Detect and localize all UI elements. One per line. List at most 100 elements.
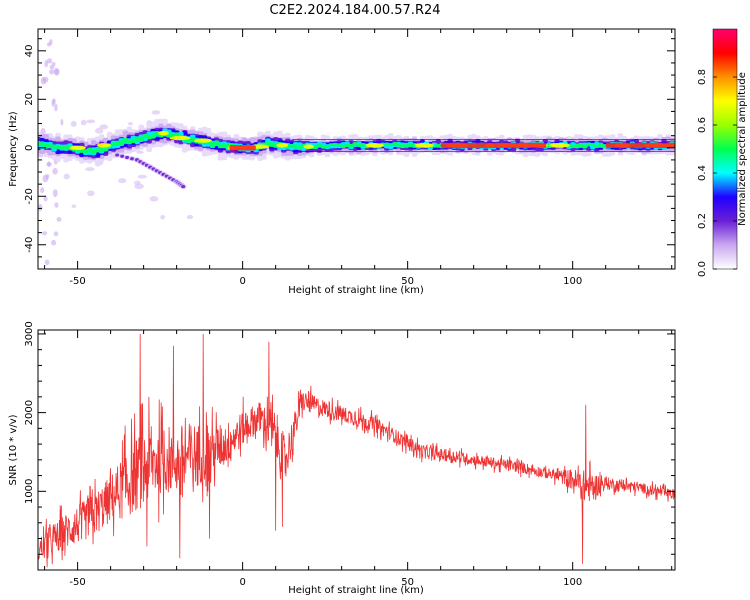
heatmap-speckle	[149, 196, 159, 202]
colorbar-tick-label: 0.2	[697, 213, 708, 229]
heatmap-speckle	[118, 178, 127, 184]
colorbar-gradient	[713, 29, 737, 269]
heatmap-cell	[138, 137, 144, 142]
heatmap-speckle	[48, 69, 55, 75]
heatmap-speckle	[56, 216, 62, 222]
heatmap-speckle	[51, 98, 55, 107]
snr-series-line	[38, 333, 675, 568]
heatmap-speckle	[42, 76, 49, 83]
heatmap-cell	[118, 140, 125, 146]
x-tick-label: 100	[563, 577, 582, 588]
heatmap-speckle	[45, 173, 50, 180]
colorbar-label: Normalized spectral amplitude	[737, 72, 748, 226]
heatmap-speckle	[60, 119, 64, 126]
heatmap-speckle	[87, 190, 95, 197]
heatmap-x-axis: -50 0 50 100	[44, 29, 673, 287]
heatmap-speckle	[70, 120, 77, 127]
heatmap-speckle	[43, 196, 48, 202]
heatmap-ylabel: Frequency (Hz)	[8, 111, 19, 187]
heatmap-speckle	[137, 174, 147, 179]
colorbar-ticks: 0.0 0.2 0.4 0.6 0.8	[697, 69, 737, 277]
heatmap-hotspot	[169, 135, 191, 141]
heatmap-cell	[324, 145, 331, 149]
heatmap-speckle	[42, 231, 48, 236]
colorbar-tick-label: 0.8	[697, 69, 708, 85]
heatmap-cell	[336, 143, 343, 147]
y-tick-label: 0	[24, 145, 35, 151]
heatmap-cell	[582, 144, 588, 149]
x-tick-label: 50	[401, 577, 414, 588]
heatmap-xlabel: Height of straight line (km)	[288, 285, 424, 296]
y-tick-label: -40	[24, 237, 35, 253]
heatmap-hotspot	[365, 143, 385, 148]
heatmap-hotspot	[549, 143, 570, 148]
heatmap-speckle	[44, 259, 50, 266]
heatmap-speckle	[47, 161, 51, 167]
heatmap-cell	[407, 143, 414, 148]
heatmap-speckle	[54, 202, 59, 208]
snr-y-axis: 1000 2000 3000	[24, 321, 675, 571]
x-tick-label: 0	[239, 276, 245, 287]
heatmap-marks	[38, 39, 675, 266]
heatmap-cell	[593, 145, 600, 149]
heatmap-cell	[586, 142, 592, 146]
snr-ylabel: SNR (10 * v/v)	[8, 414, 19, 485]
heatmap-speckle	[54, 67, 60, 76]
heatmap-core	[440, 142, 547, 149]
heatmap-cell	[348, 143, 354, 148]
heatmap-speckle	[71, 204, 77, 208]
heatmap-hotspot	[157, 131, 169, 136]
snr-panel: -50 0 50 100 1000 2000 3000 Height of straigh…	[8, 321, 676, 596]
heatmap-cell	[384, 142, 390, 147]
x-tick-label: 0	[239, 577, 245, 588]
heatmap-cell	[296, 145, 303, 150]
heatmap-hotspot	[69, 145, 86, 150]
x-tick-label: 50	[401, 276, 414, 287]
heatmap-hotspot	[276, 143, 289, 148]
heatmap-speckle	[52, 189, 58, 198]
colorbar-frame	[712, 28, 738, 270]
heatmap-speckle	[46, 58, 53, 64]
x-tick-label: -50	[69, 577, 85, 588]
heatmap-speckle	[86, 119, 96, 124]
heatmap-cell	[399, 144, 406, 149]
heatmap-cell	[213, 140, 220, 146]
heatmap-speckle	[63, 173, 70, 180]
heatmap-speckle	[51, 62, 56, 67]
heatmap-speckle	[54, 103, 58, 112]
snr-line-marks	[38, 333, 675, 568]
figure-title: C2E2.2024.184.00.57.R24	[269, 3, 440, 18]
y-tick-label: -20	[24, 188, 35, 204]
heatmap-cell	[360, 143, 366, 147]
heatmap-hotspot	[194, 138, 212, 143]
heatmap-cell	[47, 143, 53, 149]
heatmap-speckle	[151, 110, 161, 115]
heatmap-speckle	[44, 60, 49, 68]
heatmap-cell	[597, 142, 604, 147]
heatmap-speckle	[186, 214, 194, 220]
y-tick-label: 1000	[24, 479, 35, 504]
y-tick-label: 20	[24, 93, 35, 106]
heatmap-cell	[395, 142, 402, 147]
heatmap-cell	[589, 142, 596, 146]
heatmap-cell	[316, 143, 323, 147]
y-tick-label: 3000	[24, 321, 35, 346]
heatmap-branch-cell	[181, 184, 186, 189]
heatmap-speckle	[53, 231, 59, 237]
heatmap-core	[229, 145, 256, 151]
snr-x-axis: -50 0 50 100	[44, 330, 673, 588]
heatmap-speckle	[38, 203, 43, 212]
heatmap-speckle	[94, 127, 104, 134]
heatmap-speckle	[85, 167, 95, 172]
heatmap-speckle	[134, 183, 144, 190]
heatmap-speckle	[52, 167, 58, 175]
heatmap-branch-cell	[125, 155, 130, 160]
heatmap-hotspot	[97, 143, 111, 148]
colorbar-tick-label: 0.6	[697, 117, 708, 133]
heatmap-branch-cell	[120, 154, 125, 158]
y-tick-label: 40	[24, 44, 35, 57]
heatmap-branch-cell	[130, 157, 135, 161]
heatmap-branch-cell	[115, 153, 120, 157]
heatmap-speckle	[160, 214, 166, 220]
heatmap-hotspot	[303, 144, 314, 149]
